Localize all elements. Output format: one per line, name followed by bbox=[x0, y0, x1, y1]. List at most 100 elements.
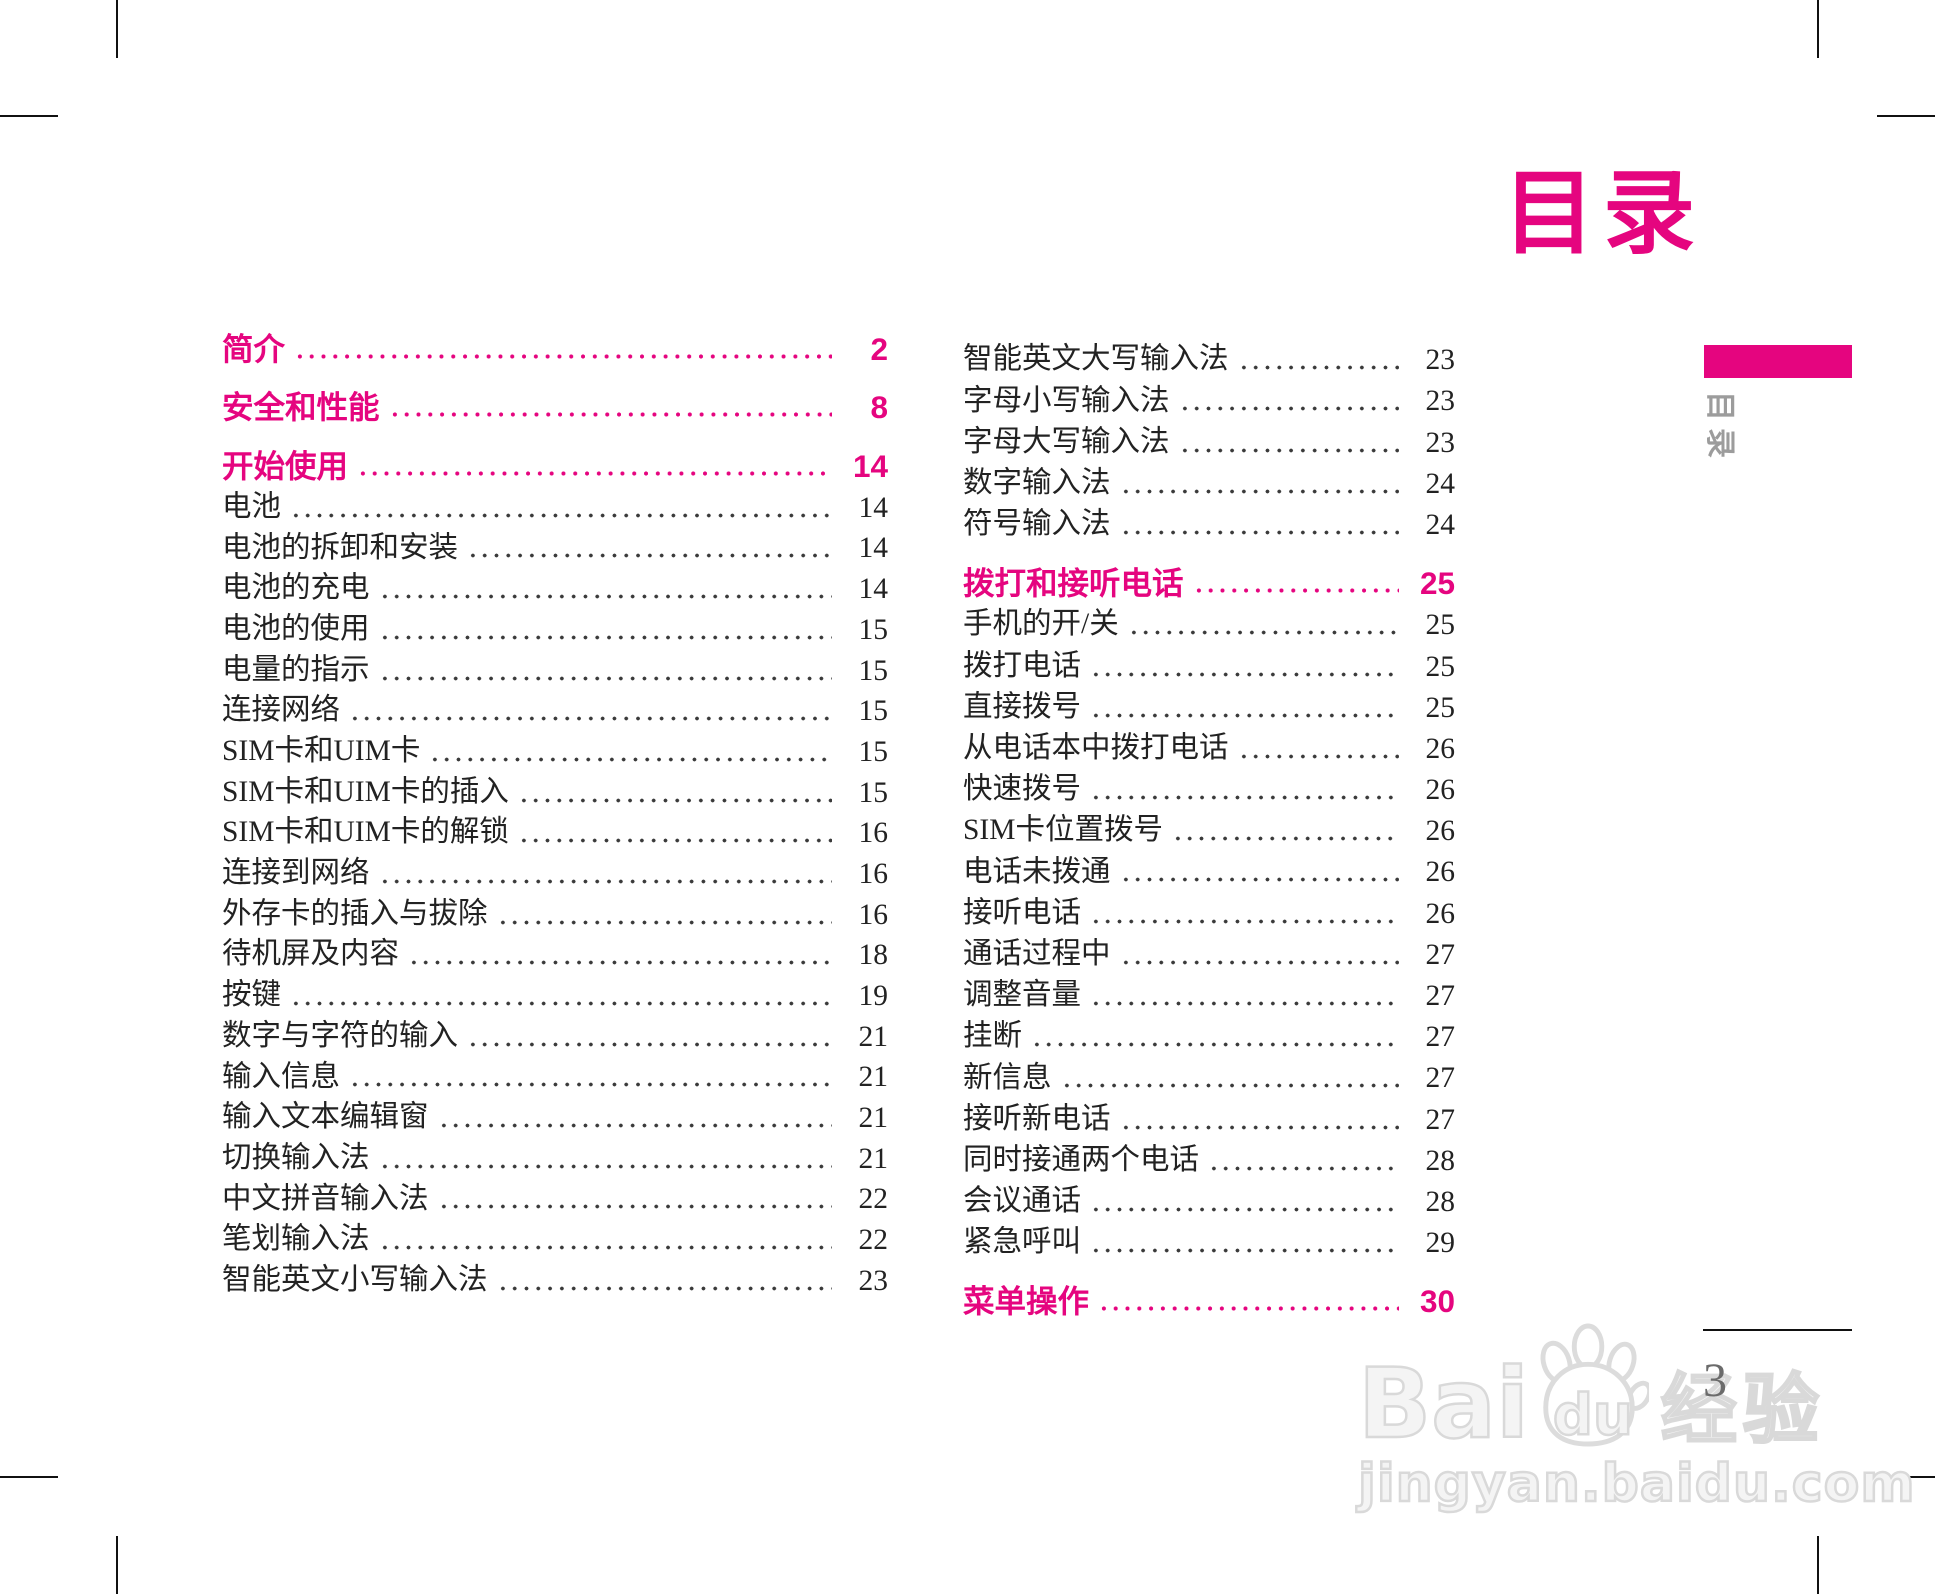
toc-entry-label: 从电话本中拨打电话 bbox=[963, 732, 1229, 765]
crop-mark-top-right-horizontal bbox=[1877, 115, 1935, 117]
dotted-leader bbox=[1119, 528, 1399, 536]
dotted-leader bbox=[1060, 1082, 1399, 1090]
toc-entry: 切换输入法 21 bbox=[222, 1137, 888, 1178]
toc-entry: 快速拨号 26 bbox=[963, 768, 1455, 809]
toc-entry-page: 25 bbox=[1425, 650, 1456, 683]
toc-entry-label: 连接到网络 bbox=[222, 857, 370, 890]
toc-entry-page: 19 bbox=[858, 980, 889, 1013]
toc-entry-label: 连接网络 bbox=[222, 694, 341, 727]
toc-entry: 连接网络 15 bbox=[222, 690, 888, 731]
watermark-tagline: jingyan.baidu.com bbox=[1357, 1454, 1916, 1514]
toc-entry: 紧急呼叫 29 bbox=[963, 1221, 1455, 1262]
toc-entry-page: 2 bbox=[870, 330, 888, 367]
toc-entry: 挂断 27 bbox=[963, 1015, 1455, 1056]
dotted-leader bbox=[378, 877, 832, 885]
toc-entry: 同时接通两个电话 28 bbox=[963, 1139, 1455, 1180]
toc-entry-label: 手机的开/关 bbox=[963, 608, 1119, 641]
dotted-leader bbox=[349, 715, 832, 723]
dotted-leader bbox=[388, 411, 832, 419]
toc-entry-label: 挂断 bbox=[963, 1020, 1023, 1053]
toc-entry-page: 25 bbox=[1425, 609, 1456, 642]
toc-entry: 中文拼音输入法 22 bbox=[222, 1178, 888, 1219]
toc-entry-label: 接听电话 bbox=[963, 896, 1082, 929]
toc-entry-page: 26 bbox=[1425, 856, 1456, 889]
dotted-leader bbox=[378, 1244, 832, 1252]
dotted-leader bbox=[378, 1162, 832, 1170]
crop-mark-bottom-right-vertical bbox=[1817, 1536, 1819, 1594]
toc-entry-page: 15 bbox=[858, 654, 889, 687]
toc-entry-page: 23 bbox=[858, 1264, 889, 1297]
toc-entry: SIM卡和UIM卡 15 bbox=[222, 730, 888, 771]
dotted-leader bbox=[378, 674, 832, 682]
toc-entry-label: 同时接通两个电话 bbox=[963, 1143, 1200, 1176]
toc-entry-page: 26 bbox=[1425, 897, 1456, 930]
toc-entry-page: 24 bbox=[1425, 467, 1456, 500]
dotted-leader bbox=[1237, 752, 1399, 760]
toc-entry-page: 8 bbox=[870, 389, 888, 426]
toc-entry-page: 15 bbox=[858, 735, 889, 768]
toc-entry: 字母大写输入法 23 bbox=[963, 420, 1455, 461]
toc-column-left: 简介 2 安全和性能 8 开始使用 14 电池 14 电池的拆卸和安装 14 电… bbox=[222, 328, 888, 1300]
toc-entry-label: 字母小写输入法 bbox=[963, 384, 1170, 417]
toc-entry: 电池 14 bbox=[222, 486, 888, 527]
toc-entry-label: 会议通话 bbox=[963, 1185, 1082, 1218]
watermark-jingyan-text: 经验 bbox=[1660, 1365, 1825, 1454]
dotted-leader bbox=[1090, 670, 1399, 678]
dotted-leader bbox=[1090, 1247, 1399, 1255]
toc-entry: 字母小写输入法 23 bbox=[963, 379, 1455, 420]
toc-entry-label: 字母大写输入法 bbox=[963, 425, 1170, 458]
dotted-leader bbox=[517, 796, 832, 804]
dotted-leader bbox=[1031, 1041, 1399, 1049]
toc-entry-page: 21 bbox=[858, 1020, 889, 1053]
dotted-leader bbox=[378, 593, 832, 601]
page-title: 目录 bbox=[1502, 163, 1703, 265]
toc-entry-label: 简介 bbox=[222, 330, 286, 367]
toc-entry-label: SIM卡和UIM卡的插入 bbox=[222, 775, 509, 808]
footer-rule bbox=[1703, 1329, 1852, 1331]
dotted-leader bbox=[349, 1081, 832, 1089]
toc-entry-page: 27 bbox=[1425, 1103, 1456, 1136]
dotted-leader bbox=[467, 552, 832, 560]
dotted-leader bbox=[408, 959, 832, 967]
toc-entry-page: 15 bbox=[858, 613, 889, 646]
toc-entry-label: 通话过程中 bbox=[963, 937, 1111, 970]
toc-entry-page: 14 bbox=[858, 532, 889, 565]
toc-entry: 拨打和接听电话 25 bbox=[963, 562, 1455, 603]
toc-entry: 符号输入法 24 bbox=[963, 503, 1455, 544]
side-tab-label: 目录 bbox=[1703, 391, 1736, 465]
toc-entry-page: 16 bbox=[858, 857, 889, 890]
dotted-leader bbox=[1090, 917, 1399, 925]
crop-mark-bottom-right-horizontal bbox=[1877, 1476, 1935, 1478]
toc-entry-label: 中文拼音输入法 bbox=[222, 1182, 429, 1215]
dotted-leader bbox=[1090, 1000, 1399, 1007]
toc-entry-page: 27 bbox=[1425, 1021, 1456, 1054]
toc-entry-label: 电池的使用 bbox=[222, 612, 370, 645]
dotted-leader bbox=[357, 470, 832, 478]
toc-entry-label: 智能英文小写输入法 bbox=[222, 1263, 488, 1296]
toc-entry: 会议通话 28 bbox=[963, 1180, 1455, 1221]
toc-entry-label: 数字与字符的输入 bbox=[222, 1019, 459, 1052]
dotted-leader bbox=[290, 511, 832, 519]
toc-entry: 电池的拆卸和安装 14 bbox=[222, 527, 888, 568]
toc-entry: 智能英文小写输入法 23 bbox=[222, 1259, 888, 1300]
toc-entry-label: 拨打和接听电话 bbox=[963, 565, 1184, 602]
toc-entry: 外存卡的插入与拔除 16 bbox=[222, 893, 888, 934]
toc-entry-label: 数字输入法 bbox=[963, 466, 1111, 499]
dotted-leader bbox=[1171, 835, 1399, 843]
dotted-leader bbox=[496, 918, 832, 926]
dotted-leader bbox=[437, 1203, 832, 1211]
toc-entry: 电话未拨通 26 bbox=[963, 850, 1455, 891]
toc-entry-label: 接听新电话 bbox=[963, 1102, 1111, 1135]
toc-entry-page: 14 bbox=[858, 573, 889, 606]
toc-entry: 数字与字符的输入 21 bbox=[222, 1015, 888, 1056]
toc-entry-page: 23 bbox=[1425, 344, 1456, 377]
toc-entry-page: 21 bbox=[858, 1142, 889, 1175]
dotted-leader bbox=[1192, 587, 1399, 595]
toc-column-right: 智能英文大写输入法 23 字母小写输入法 23 字母大写输入法 23 数字输入法… bbox=[963, 338, 1455, 1321]
toc-entry-label: 输入信息 bbox=[222, 1060, 341, 1093]
toc-entry: 接听电话 26 bbox=[963, 891, 1455, 932]
dotted-leader bbox=[1178, 405, 1399, 413]
toc-entry-page: 23 bbox=[1425, 385, 1456, 418]
dotted-leader bbox=[1090, 794, 1399, 802]
toc-entry-label: 调整音量 bbox=[963, 979, 1082, 1012]
